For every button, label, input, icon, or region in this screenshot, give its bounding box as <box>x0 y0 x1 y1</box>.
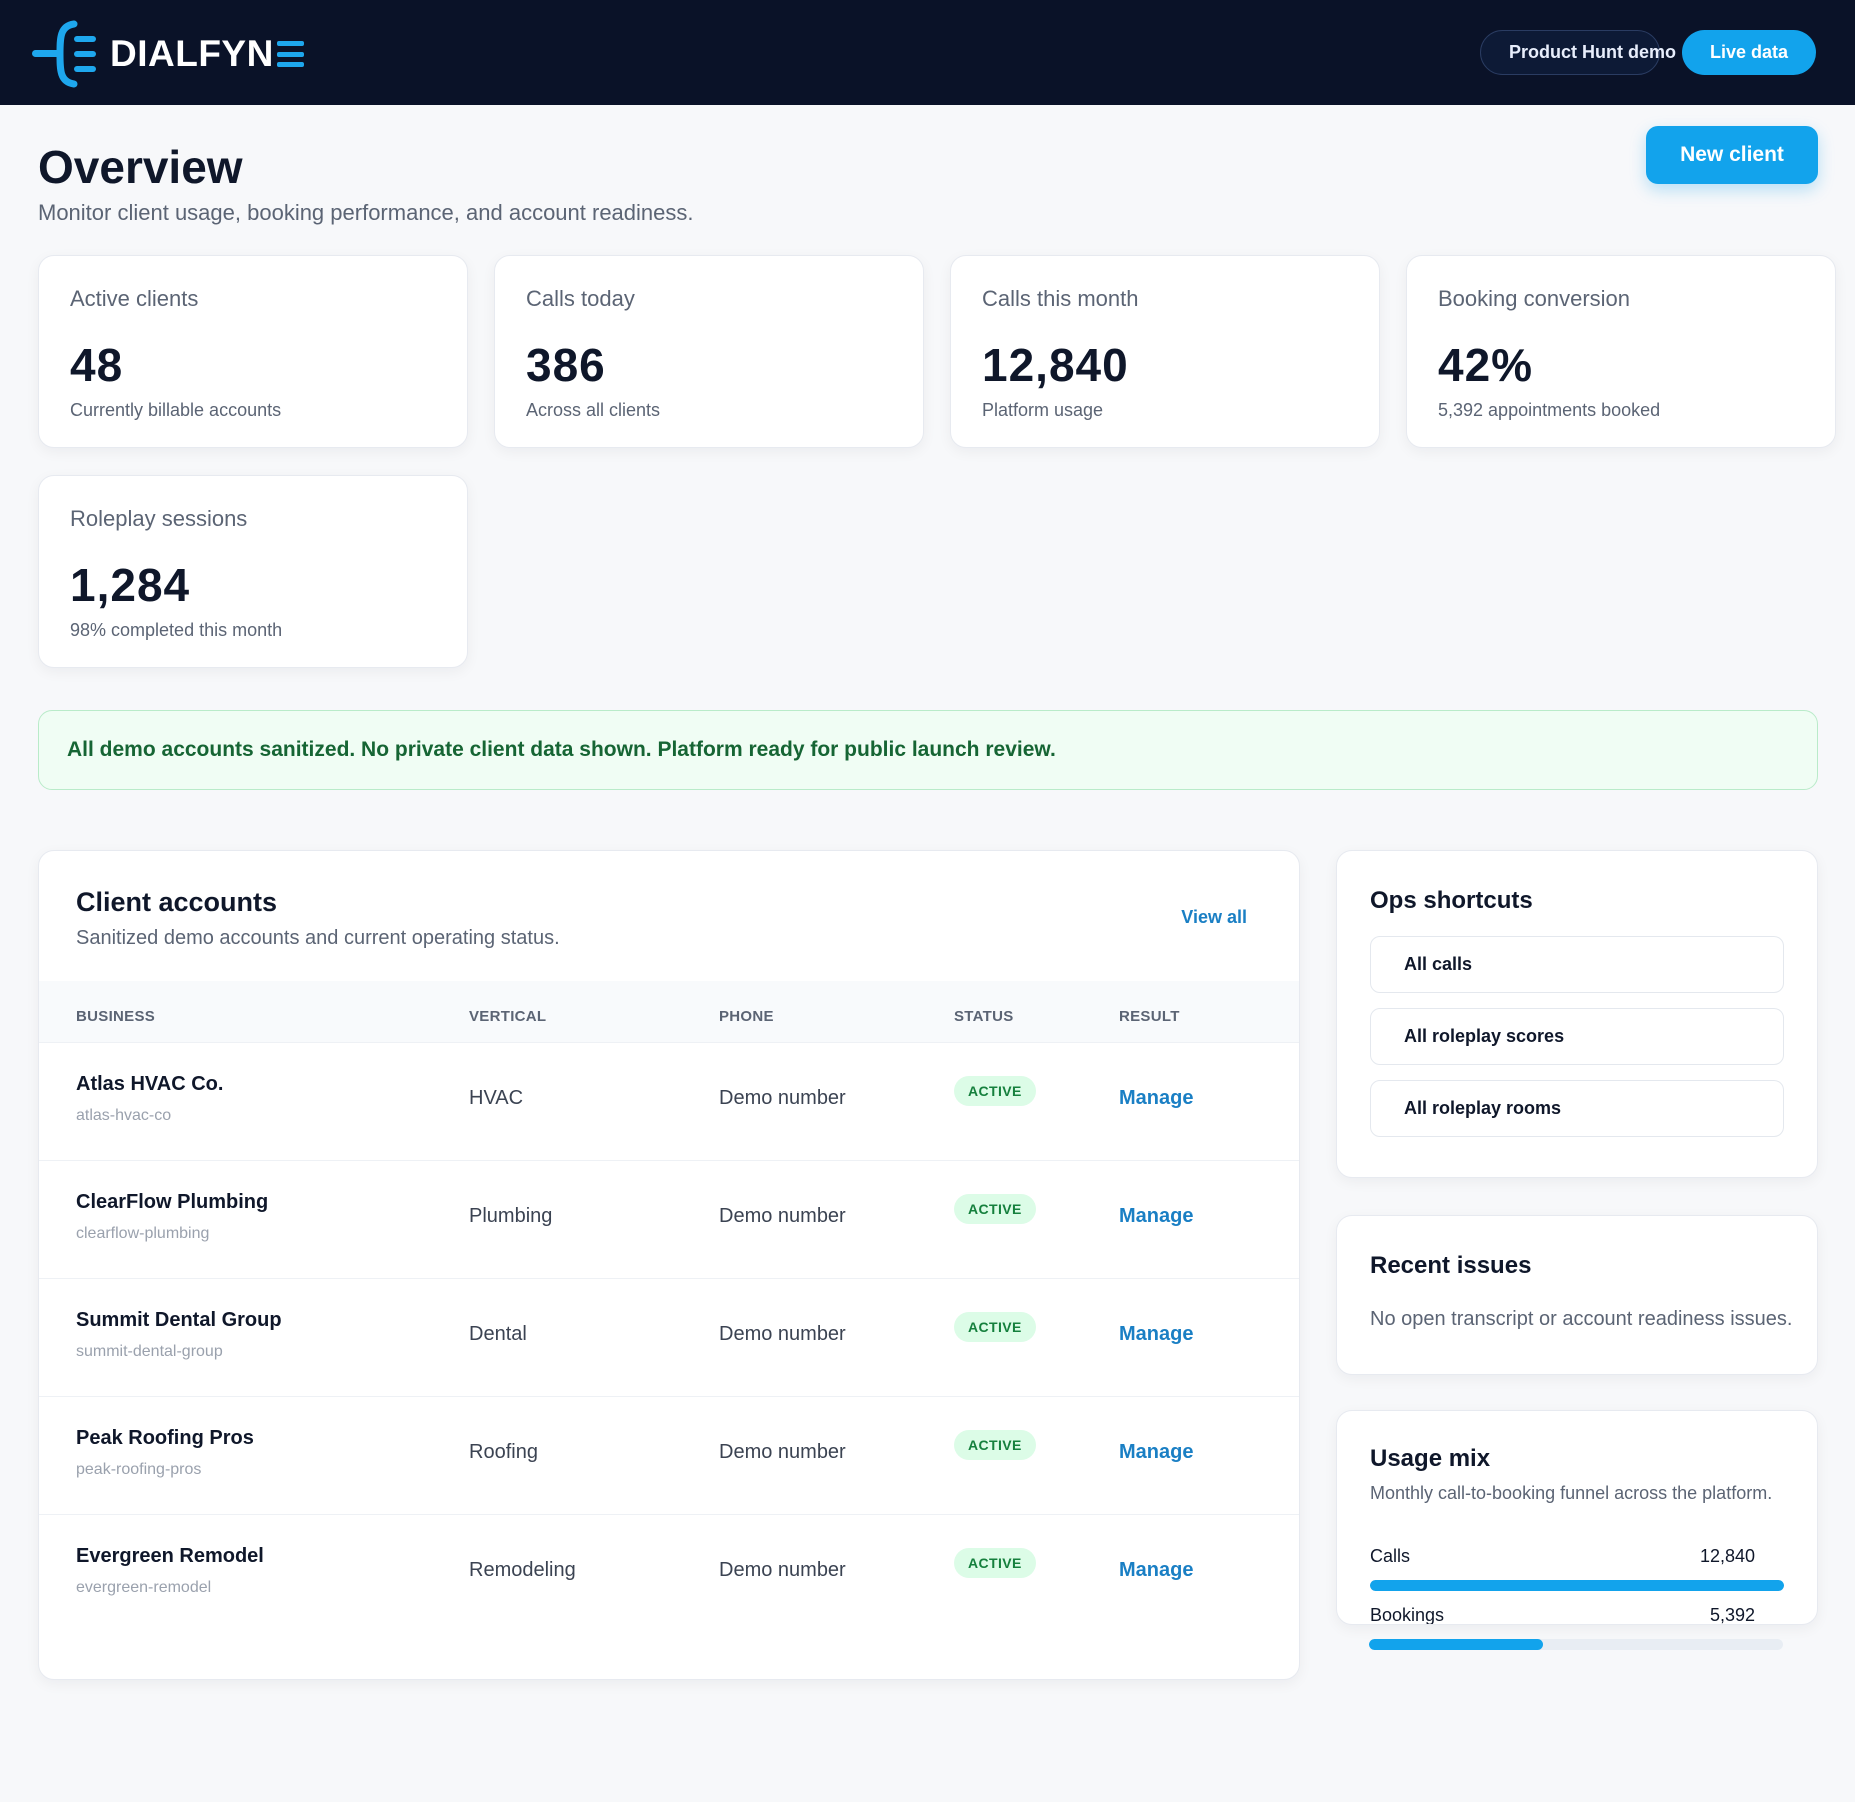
usage-bar-fill-bookings <box>1369 1639 1543 1650</box>
stat-label: Roleplay sessions <box>70 506 248 531</box>
column-header-vertical: VERTICAL <box>469 1008 547 1025</box>
manage-link[interactable]: Manage <box>1119 1323 1194 1345</box>
page-subtitle: Monitor client usage, booking performanc… <box>38 200 694 225</box>
status-badge: ACTIVE <box>954 1312 1036 1342</box>
business-name: Atlas HVAC Co. <box>76 1073 224 1095</box>
stat-card-active-clients: Active clients 48 Currently billable acc… <box>38 255 468 448</box>
table-row: ClearFlow Plumbing clearflow-plumbing Pl… <box>39 1161 1299 1279</box>
stat-value: 48 <box>70 339 124 391</box>
recent-issues-message: No open transcript or account readiness … <box>1370 1308 1793 1330</box>
manage-link[interactable]: Manage <box>1119 1205 1194 1227</box>
stat-note: Across all clients <box>526 400 661 420</box>
stat-card-calls-this-month: Calls this month 12,840 Platform usage <box>950 255 1380 448</box>
business-slug: summit-dental-group <box>76 1343 223 1360</box>
usage-label-calls: Calls <box>1370 1546 1411 1566</box>
ops-shortcuts-title: Ops shortcuts <box>1370 887 1533 914</box>
column-header-result: RESULT <box>1119 1008 1180 1025</box>
stat-card-calls-today: Calls today 386 Across all clients <box>494 255 924 448</box>
shortcut-all-calls[interactable]: All calls <box>1370 936 1784 993</box>
usage-mix-panel: Usage mix Monthly call-to-booking funnel… <box>1336 1410 1818 1625</box>
stat-card-roleplay-sessions: Roleplay sessions 1,284 98% completed th… <box>38 475 468 668</box>
vertical-cell: HVAC <box>469 1087 524 1109</box>
usage-bar-fill-calls <box>1370 1580 1784 1591</box>
phone-cell: Demo number <box>719 1441 846 1463</box>
shortcut-all-roleplay-scores[interactable]: All roleplay scores <box>1370 1008 1784 1065</box>
view-all-link[interactable]: View all <box>1181 907 1247 927</box>
column-header-phone: PHONE <box>719 1008 774 1025</box>
vertical-cell: Remodeling <box>469 1559 576 1581</box>
phone-cell: Demo number <box>719 1087 846 1109</box>
stat-note: Currently billable accounts <box>70 400 282 420</box>
stat-card-booking-conversion: Booking conversion 42% 5,392 appointment… <box>1406 255 1836 448</box>
brand-name: DIALFYN <box>110 33 274 74</box>
vertical-cell: Plumbing <box>469 1205 553 1227</box>
usage-mix-title: Usage mix <box>1370 1445 1491 1472</box>
new-client-button[interactable]: New client <box>1646 126 1818 184</box>
stat-note: 98% completed this month <box>70 620 283 640</box>
stat-label: Booking conversion <box>1438 286 1631 311</box>
usage-mix-subtitle: Monthly call-to-booking funnel across th… <box>1370 1483 1773 1503</box>
status-badge: ACTIVE <box>954 1548 1036 1578</box>
business-name: ClearFlow Plumbing <box>76 1191 269 1213</box>
business-slug: peak-roofing-pros <box>76 1461 202 1478</box>
business-name: Summit Dental Group <box>76 1309 282 1331</box>
business-slug: evergreen-remodel <box>76 1579 212 1596</box>
client-accounts-subtitle: Sanitized demo accounts and current oper… <box>76 927 560 949</box>
shortcut-all-roleplay-rooms[interactable]: All roleplay rooms <box>1370 1080 1784 1137</box>
usage-value-bookings: 5,392 <box>1709 1605 1755 1625</box>
manage-link[interactable]: Manage <box>1119 1087 1194 1109</box>
column-header-status: STATUS <box>954 1008 1014 1025</box>
table-row: Evergreen Remodel evergreen-remodel Remo… <box>39 1515 1299 1633</box>
stat-label: Calls this month <box>982 286 1139 311</box>
phone-cell: Demo number <box>719 1323 846 1345</box>
brand-wordmark: DIALFYN <box>110 33 304 75</box>
page-title: Overview <box>38 141 243 193</box>
stat-note: Platform usage <box>982 400 1104 420</box>
manage-link[interactable]: Manage <box>1119 1559 1194 1581</box>
stat-label: Active clients <box>70 286 199 311</box>
top-navigation-bar: DIALFYN Product Hunt demo Live data <box>0 0 1855 105</box>
column-header-business: BUSINESS <box>76 1008 156 1025</box>
recent-issues-panel: Recent issues No open transcript or acco… <box>1336 1215 1818 1375</box>
stat-value: 386 <box>526 339 606 391</box>
status-badge: ACTIVE <box>954 1194 1036 1224</box>
usage-bar-track-calls <box>1370 1580 1784 1591</box>
product-hunt-demo-pill[interactable]: Product Hunt demo <box>1480 30 1676 75</box>
recent-issues-title: Recent issues <box>1370 1252 1532 1279</box>
usage-bar-track-bookings <box>1369 1639 1783 1650</box>
stat-value: 1,284 <box>70 559 191 611</box>
stat-label: Calls today <box>526 286 635 311</box>
manage-link[interactable]: Manage <box>1119 1441 1194 1463</box>
business-slug: atlas-hvac-co <box>76 1107 172 1124</box>
table-header: BUSINESS VERTICAL PHONE STATUS RESULT <box>39 981 1299 1043</box>
sanitized-status-banner: All demo accounts sanitized. No private … <box>38 710 1818 790</box>
client-accounts-panel: Client accounts Sanitized demo accounts … <box>38 850 1300 1680</box>
ops-shortcuts-panel: Ops shortcuts All calls All roleplay sco… <box>1336 850 1818 1178</box>
usage-label-bookings: Bookings <box>1370 1605 1445 1625</box>
vertical-cell: Roofing <box>469 1441 538 1463</box>
stat-value: 12,840 <box>982 339 1129 391</box>
brand-e-mark-icon <box>276 41 304 67</box>
status-badge: ACTIVE <box>954 1430 1036 1460</box>
usage-value-calls: 12,840 <box>1699 1546 1755 1566</box>
business-name: Evergreen Remodel <box>76 1545 264 1567</box>
status-badge: ACTIVE <box>954 1076 1036 1106</box>
phone-cell: Demo number <box>719 1559 846 1581</box>
dialfyne-logo-icon <box>32 20 96 88</box>
business-slug: clearflow-plumbing <box>76 1225 210 1242</box>
table-row: Peak Roofing Pros peak-roofing-pros Roof… <box>39 1397 1299 1515</box>
table-row: Summit Dental Group summit-dental-group … <box>39 1279 1299 1397</box>
phone-cell: Demo number <box>719 1205 846 1227</box>
client-accounts-title: Client accounts <box>76 887 278 917</box>
live-data-pill[interactable]: Live data <box>1682 30 1816 75</box>
brand-logo[interactable]: DIALFYN <box>30 18 304 90</box>
vertical-cell: Dental <box>469 1323 527 1345</box>
stat-value: 42% <box>1438 339 1534 391</box>
business-name: Peak Roofing Pros <box>76 1427 254 1449</box>
stat-note: 5,392 appointments booked <box>1438 400 1661 420</box>
table-row: Atlas HVAC Co. atlas-hvac-co HVAC Demo n… <box>39 1043 1299 1161</box>
